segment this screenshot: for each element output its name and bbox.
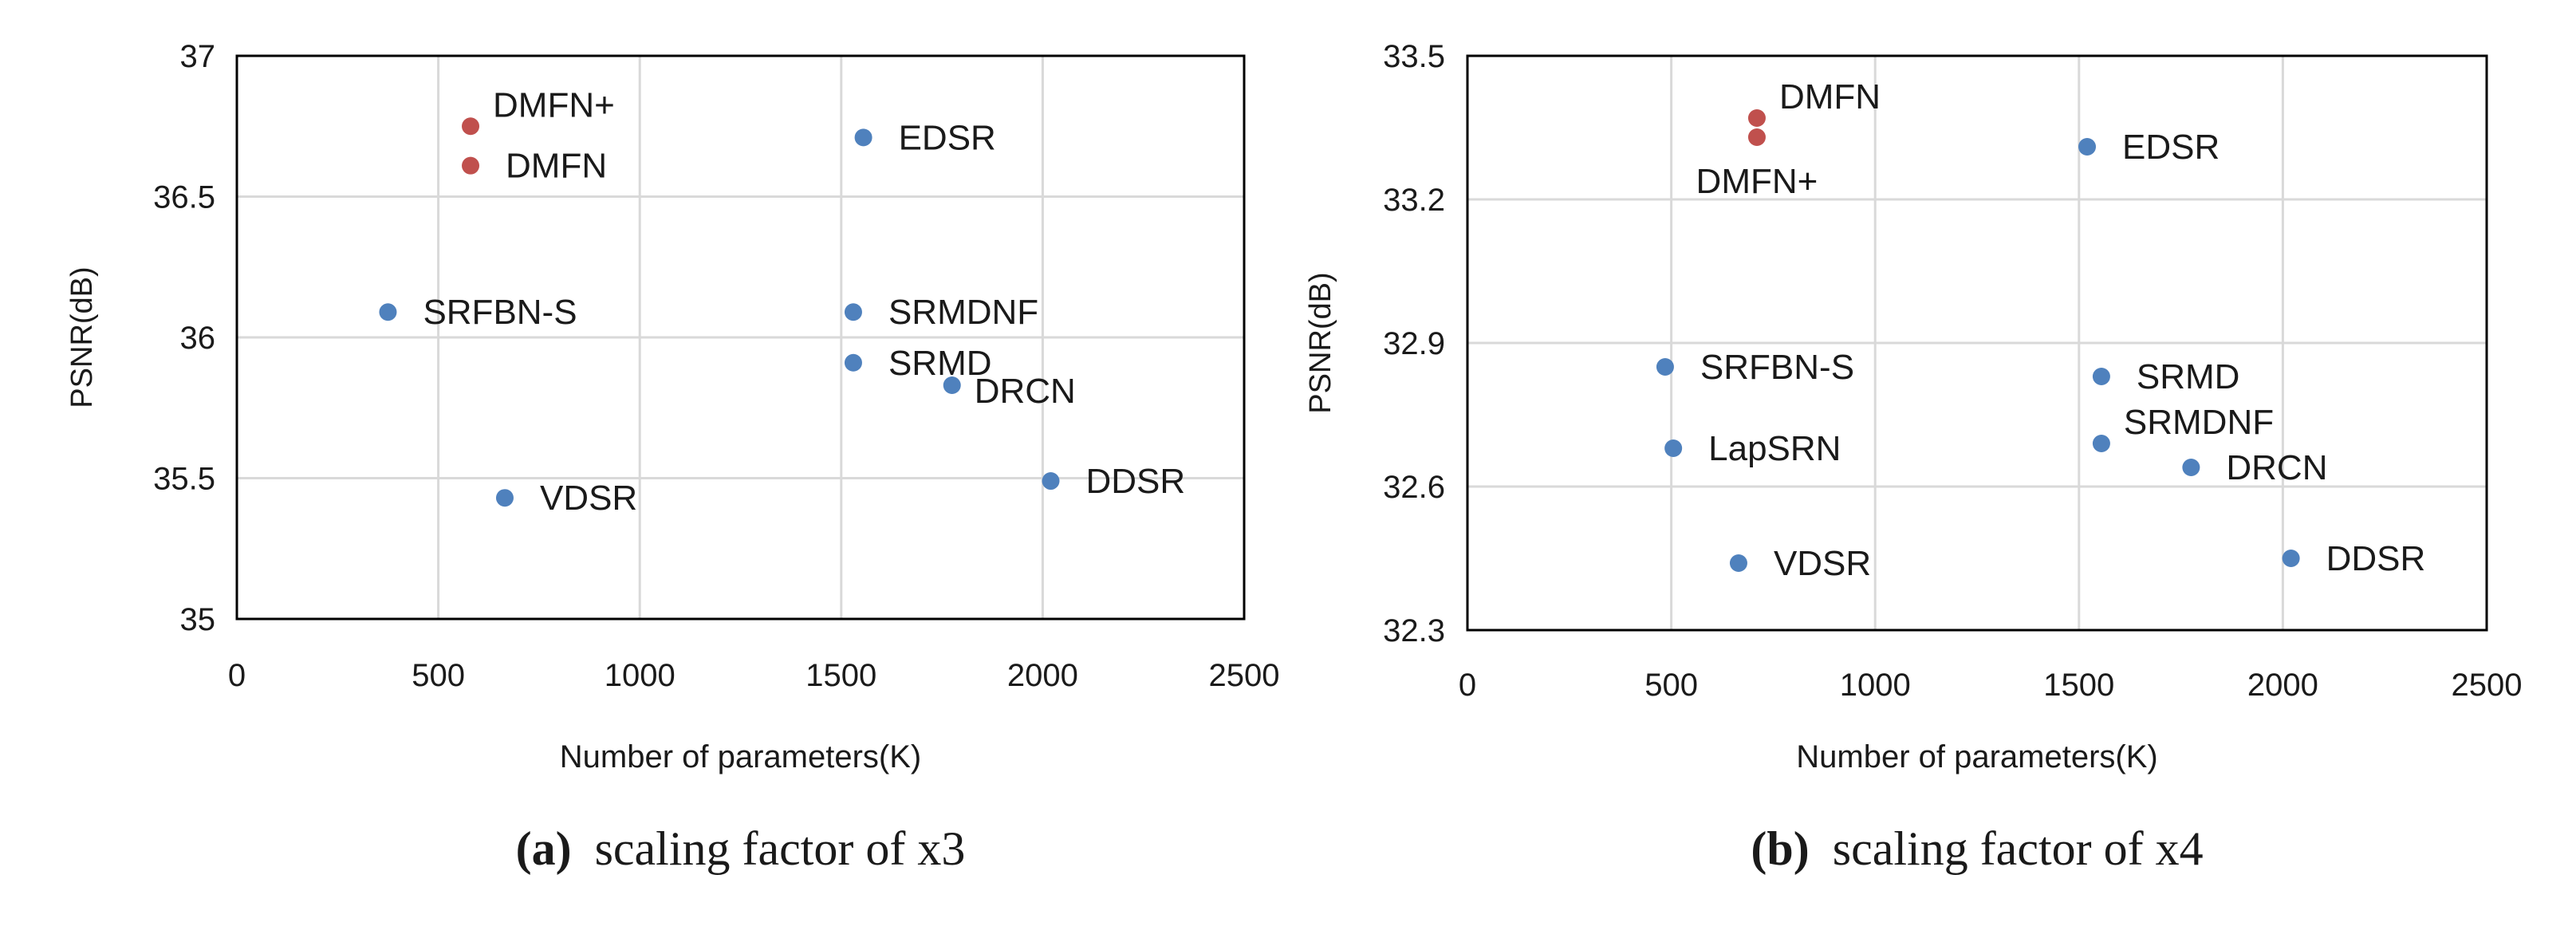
plot-frame — [235, 54, 1246, 621]
y-tick-label: 35.5 — [153, 462, 215, 497]
data-point-srfbn-s — [379, 303, 397, 321]
point-label: SRMD — [888, 344, 992, 383]
y-tick-label: 36.5 — [153, 180, 215, 215]
x-tick-label: 1000 — [605, 658, 676, 693]
panel-caption: (a) scaling factor of x3 — [516, 822, 966, 875]
x-tick-label: 0 — [1459, 668, 1476, 703]
data-point-vdsr — [1729, 554, 1747, 572]
y-axis-label: PSNR(dB) — [65, 266, 99, 408]
x-tick-label: 500 — [1644, 668, 1698, 703]
y-tick-label: 32.9 — [1383, 326, 1445, 361]
data-point-lapsrn — [1664, 439, 1683, 457]
y-tick-label: 36 — [180, 321, 216, 356]
data-point-drcn — [943, 376, 961, 395]
point-label: SRFBN-S — [1700, 348, 1854, 387]
point-labels: DMFN DMFN+ EDSR SRFBN-S LapSRN SRMD SRMDNF DRCN… — [1696, 77, 2426, 583]
x-axis-label: Number of parameters(K) — [1796, 739, 2157, 774]
data-point-srmdnf — [844, 303, 862, 321]
panel-label: (b) — [1751, 822, 1809, 875]
data-point-srmd — [844, 353, 862, 372]
caption-text: scaling factor of x3 — [595, 822, 966, 875]
panel-caption: (b) scaling factor of x4 — [1751, 822, 2203, 875]
y-tick-label: 33.5 — [1383, 39, 1445, 74]
point-label: EDSR — [899, 118, 996, 157]
point-label: SRMDNF — [888, 293, 1038, 332]
data-point-dmfn — [462, 156, 480, 175]
data-point-dmfn — [1747, 109, 1766, 127]
data-point-drcn — [2182, 459, 2200, 476]
y-tick-label: 32.6 — [1383, 470, 1445, 505]
axes — [1466, 54, 2488, 632]
plot-frame — [1466, 54, 2488, 632]
x-tick-label: 2500 — [2452, 668, 2523, 703]
y-tick-label: 35 — [180, 602, 216, 637]
data-point-dmfn- — [1747, 128, 1766, 146]
point-label: VDSR — [540, 479, 637, 518]
data-point-ddsr — [1042, 472, 1060, 491]
point-label: VDSR — [1774, 544, 1871, 583]
grid-lines — [237, 54, 1246, 619]
data-point-srmd — [2092, 368, 2110, 385]
x-tick-label: 2000 — [1007, 658, 1078, 693]
data-points — [1656, 109, 2300, 572]
y-tick-label: 33.2 — [1383, 183, 1445, 218]
point-label: SRFBN-S — [423, 293, 577, 332]
panel-label: (a) — [516, 822, 572, 875]
point-label: DDSR — [2326, 539, 2426, 578]
point-label: SRMDNF — [2124, 403, 2274, 442]
x-tick-label: 1000 — [1840, 668, 1911, 703]
x-tick-label: 0 — [228, 658, 246, 693]
chart-panel-a: 0 500 1000 1500 2000 2500 35 35.5 36 36.5 37 DMFN+… — [65, 39, 1279, 875]
point-label: DDSR — [1086, 462, 1186, 501]
data-point-srmdnf — [2092, 435, 2110, 452]
point-label: LapSRN — [1708, 429, 1841, 468]
x-tick-label: 2000 — [2247, 668, 2318, 703]
y-tick-label: 37 — [180, 39, 216, 74]
point-label: DMFN+ — [493, 85, 615, 124]
chart-panel-b: 0 500 1000 1500 2000 2500 32.3 32.6 32.9 33.2 33.5… — [1304, 39, 2522, 875]
axes — [235, 54, 1246, 621]
tick-labels: 0 500 1000 1500 2000 2500 32.3 32.6 32.9 33.2 33.5 — [1383, 39, 2522, 703]
x-axis-label: Number of parameters(K) — [560, 739, 921, 774]
caption-text: scaling factor of x4 — [1833, 822, 2204, 875]
data-point-edsr — [2078, 138, 2097, 156]
data-point-vdsr — [495, 489, 514, 507]
tick-labels: 0 500 1000 1500 2000 2500 35 35.5 36 36.5 37 — [153, 39, 1279, 693]
point-label: EDSR — [2122, 128, 2220, 167]
point-label: DMFN+ — [1696, 162, 1818, 201]
point-label: DRCN — [2226, 448, 2327, 487]
y-axis-label: PSNR(dB) — [1304, 272, 1337, 413]
point-label: SRMD — [2137, 357, 2240, 396]
point-label: DMFN — [506, 147, 607, 186]
data-point-srfbn-s — [1656, 358, 1674, 376]
x-tick-label: 1500 — [2043, 668, 2114, 703]
data-point-ddsr — [2282, 550, 2300, 567]
x-tick-label: 2500 — [1209, 658, 1280, 693]
y-tick-label: 32.3 — [1383, 613, 1445, 648]
svg-text:(b) scaling factor of: (b) scaling factor of x4 — [1751, 822, 2203, 875]
svg-text:(a) scaling factor of: (a) scaling factor of x3 — [516, 822, 966, 875]
point-label: DRCN — [975, 372, 1076, 411]
data-point-dmfn- — [462, 117, 480, 136]
x-tick-label: 500 — [412, 658, 465, 693]
point-label: DMFN — [1779, 77, 1881, 116]
x-tick-label: 1500 — [805, 658, 876, 693]
data-points — [379, 117, 1060, 507]
data-point-edsr — [854, 128, 872, 147]
